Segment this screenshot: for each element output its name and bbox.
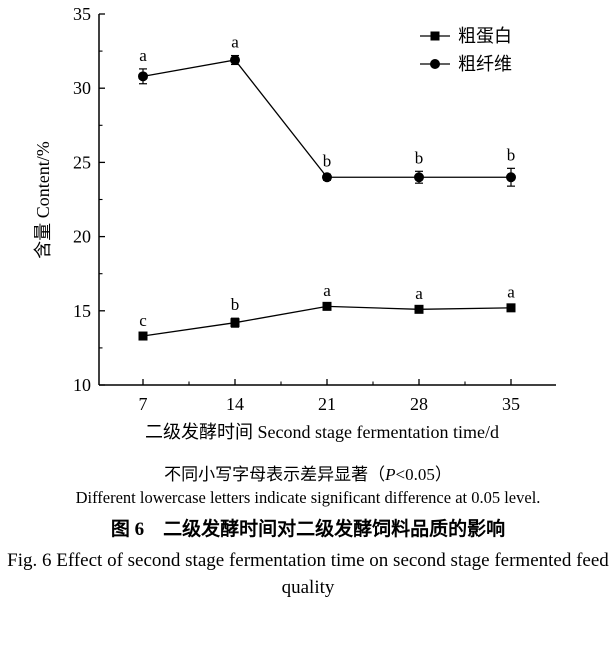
figure-title-cn: 图 6 二级发酵时间对二级发酵饲料品质的影响	[0, 514, 616, 541]
x-tick-label: 28	[410, 394, 428, 414]
significance-letter: b	[507, 145, 516, 164]
x-axis-title: 二级发酵时间 Second stage fermentation time/d	[145, 422, 499, 442]
data-point-circle	[230, 55, 240, 66]
note-cn-suffix: <0.05）	[395, 465, 452, 484]
x-tick-label: 21	[318, 394, 336, 414]
figure-title-cn-text: 二级发酵时间对二级发酵饲料品质的影响	[163, 519, 506, 540]
series-2: a a b b b	[138, 33, 516, 187]
significance-note-en: Different lowercase letters indicate sig…	[75, 488, 541, 507]
significance-letter: c	[139, 311, 147, 330]
legend-marker-square	[430, 31, 440, 41]
y-tick-label: 25	[73, 152, 91, 172]
x-tick-label: 7	[139, 394, 148, 414]
legend-label: 粗纤维	[458, 54, 512, 74]
significance-letter: a	[323, 281, 331, 300]
y-tick-label: 20	[73, 227, 91, 247]
x-tick-label: 14	[226, 394, 244, 414]
data-point-circle	[138, 71, 148, 82]
legend-item-2: 粗纤维	[420, 54, 512, 74]
figure-title-en: Fig. 6 Effect of second stage fermentati…	[7, 550, 609, 598]
significance-letter: a	[415, 284, 423, 303]
y-tick-label: 15	[73, 301, 91, 321]
series-layer: c b a a a a a b b b	[138, 33, 516, 341]
significance-letter: b	[323, 151, 332, 170]
y-tick-label: 10	[73, 375, 91, 395]
data-point-circle	[414, 172, 424, 183]
axis-ticks: 10 15 20 25 30 35 7 14 21 28 35	[73, 4, 520, 414]
significance-letter: a	[139, 46, 147, 65]
data-point-square	[230, 318, 240, 328]
significance-letter: b	[415, 148, 424, 167]
data-point-circle	[506, 172, 516, 183]
data-point-square	[506, 303, 516, 313]
series-1: c b a a a	[138, 281, 516, 341]
note-cn-p-symbol: P	[385, 465, 396, 484]
significance-letter: a	[231, 33, 239, 52]
legend-item-1: 粗蛋白	[420, 26, 512, 46]
legend-label: 粗蛋白	[458, 26, 512, 46]
y-tick-label: 35	[73, 4, 91, 24]
legend-marker-circle	[430, 59, 440, 69]
y-tick-label: 30	[73, 78, 91, 98]
data-point-circle	[322, 172, 332, 183]
figure-label-cn: 图 6	[110, 519, 145, 540]
note-cn-prefix: 不同小写字母表示差异显著（	[164, 465, 386, 484]
significance-letter: a	[507, 283, 515, 302]
x-tick-label: 35	[502, 394, 520, 414]
significance-letter: b	[231, 295, 240, 314]
data-point-square	[138, 331, 148, 341]
data-point-square	[322, 301, 332, 311]
significance-note-cn: 不同小写字母表示差异显著（P<0.05）	[0, 460, 616, 485]
y-axis-title: 含量 Content/%	[33, 141, 53, 259]
data-point-square	[414, 304, 424, 314]
